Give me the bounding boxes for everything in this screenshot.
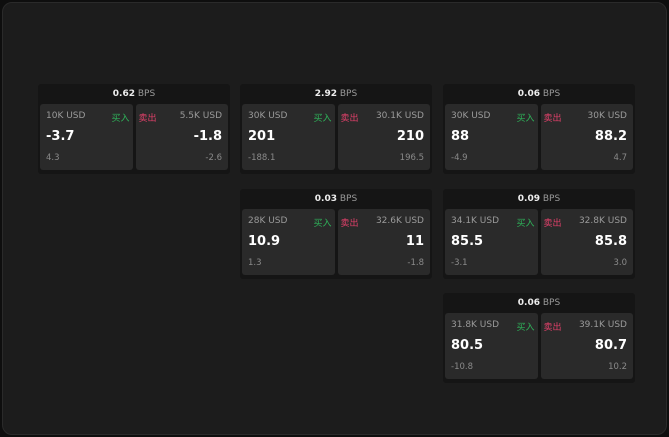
ask-size: 39.1K USD <box>578 320 627 330</box>
buy-label: 买入 <box>516 114 535 124</box>
quote-widget: 0.03 BPS 28K USD 买入 10.9 1.3 卖出 32.6K US… <box>240 189 432 279</box>
buy-label: 买入 <box>313 114 332 124</box>
ask-change: 10.2 <box>608 362 627 372</box>
bid-size: 31.8K USD <box>451 320 500 330</box>
spread-value: 2.92 <box>314 89 337 99</box>
quote-widget: 0.62 BPS 10K USD 买入 -3.7 4.3 卖出 5.5K USD… <box>38 84 230 174</box>
ask-price: 210 <box>396 129 424 144</box>
quote-widget: 0.06 BPS 31.8K USD 买入 80.5 -10.8 卖出 39.1… <box>443 293 635 383</box>
buy-card[interactable]: 31.8K USD 买入 80.5 -10.8 <box>445 313 538 379</box>
sell-label: 卖出 <box>543 323 562 333</box>
sell-label: 卖出 <box>138 114 157 124</box>
bid-size: 34.1K USD <box>451 216 500 226</box>
ask-size: 30K USD <box>587 111 627 121</box>
sell-label: 卖出 <box>340 114 359 124</box>
sell-label: 卖出 <box>543 114 562 124</box>
spread-unit: BPS <box>339 89 358 99</box>
spread-header: 0.03 BPS <box>240 189 432 209</box>
spread-header: 0.06 BPS <box>443 84 635 104</box>
bid-change: -188.1 <box>248 153 276 163</box>
bid-change: -10.8 <box>451 362 473 372</box>
ask-price: 80.7 <box>594 338 627 353</box>
bid-price: -3.7 <box>46 129 75 144</box>
buy-label: 买入 <box>111 114 130 124</box>
sell-card[interactable]: 卖出 39.1K USD 80.7 10.2 <box>540 313 633 379</box>
ask-size: 30.1K USD <box>375 111 424 121</box>
ask-price: 11 <box>405 234 424 249</box>
sell-label: 卖出 <box>543 219 562 229</box>
bid-size: 30K USD <box>248 111 288 121</box>
ask-price: 85.8 <box>594 234 627 249</box>
bid-change: -3.1 <box>451 258 468 268</box>
sell-card[interactable]: 卖出 32.8K USD 85.8 3.0 <box>540 209 633 275</box>
ask-price: 88.2 <box>594 129 627 144</box>
spread-unit: BPS <box>542 194 561 204</box>
buy-label: 买入 <box>516 219 535 229</box>
spread-unit: BPS <box>137 89 156 99</box>
sell-label: 卖出 <box>340 219 359 229</box>
ask-change: 196.5 <box>399 153 424 163</box>
quote-widget: 0.06 BPS 30K USD 买入 88 -4.9 卖出 30K USD 8… <box>443 84 635 174</box>
bid-price: 201 <box>248 129 276 144</box>
bid-price: 80.5 <box>451 338 484 353</box>
bid-size: 28K USD <box>248 216 288 226</box>
sell-card[interactable]: 卖出 32.6K USD 11 -1.8 <box>337 209 430 275</box>
quote-widget: 0.09 BPS 34.1K USD 买入 85.5 -3.1 卖出 32.8K… <box>443 189 635 279</box>
spread-value: 0.03 <box>314 194 337 204</box>
ask-price: -1.8 <box>193 129 222 144</box>
bid-change: 1.3 <box>248 258 262 268</box>
ask-change: -2.6 <box>205 153 222 163</box>
ask-size: 5.5K USD <box>179 111 222 121</box>
buy-card[interactable]: 30K USD 买入 88 -4.9 <box>445 104 538 170</box>
sell-card[interactable]: 卖出 30.1K USD 210 196.5 <box>337 104 430 170</box>
spread-value: 0.62 <box>112 89 135 99</box>
spread-value: 0.06 <box>517 89 540 99</box>
sell-card[interactable]: 卖出 30K USD 88.2 4.7 <box>540 104 633 170</box>
spread-value: 0.06 <box>517 298 540 308</box>
spread-unit: BPS <box>542 298 561 308</box>
ask-change: 3.0 <box>613 258 627 268</box>
quote-widget: 2.92 BPS 30K USD 买入 201 -188.1 卖出 30.1K … <box>240 84 432 174</box>
bid-size: 30K USD <box>451 111 491 121</box>
ask-change: 4.7 <box>613 153 627 163</box>
bid-price: 10.9 <box>248 234 281 249</box>
spread-header: 0.09 BPS <box>443 189 635 209</box>
ask-size: 32.8K USD <box>578 216 627 226</box>
buy-label: 买入 <box>313 219 332 229</box>
buy-card[interactable]: 28K USD 买入 10.9 1.3 <box>242 209 335 275</box>
buy-label: 买入 <box>516 323 535 333</box>
buy-card[interactable]: 30K USD 买入 201 -188.1 <box>242 104 335 170</box>
buy-card[interactable]: 34.1K USD 买入 85.5 -3.1 <box>445 209 538 275</box>
sell-card[interactable]: 卖出 5.5K USD -1.8 -2.6 <box>135 104 228 170</box>
bid-price: 88 <box>451 129 470 144</box>
buy-card[interactable]: 10K USD 买入 -3.7 4.3 <box>40 104 133 170</box>
ask-change: -1.8 <box>407 258 424 268</box>
spread-header: 0.62 BPS <box>38 84 230 104</box>
spread-unit: BPS <box>339 194 358 204</box>
bid-size: 10K USD <box>46 111 86 121</box>
bid-change: -4.9 <box>451 153 468 163</box>
spread-unit: BPS <box>542 89 561 99</box>
bid-price: 85.5 <box>451 234 484 249</box>
spread-header: 0.06 BPS <box>443 293 635 313</box>
bid-change: 4.3 <box>46 153 60 163</box>
spread-value: 0.09 <box>517 194 540 204</box>
spread-header: 2.92 BPS <box>240 84 432 104</box>
ask-size: 32.6K USD <box>375 216 424 226</box>
